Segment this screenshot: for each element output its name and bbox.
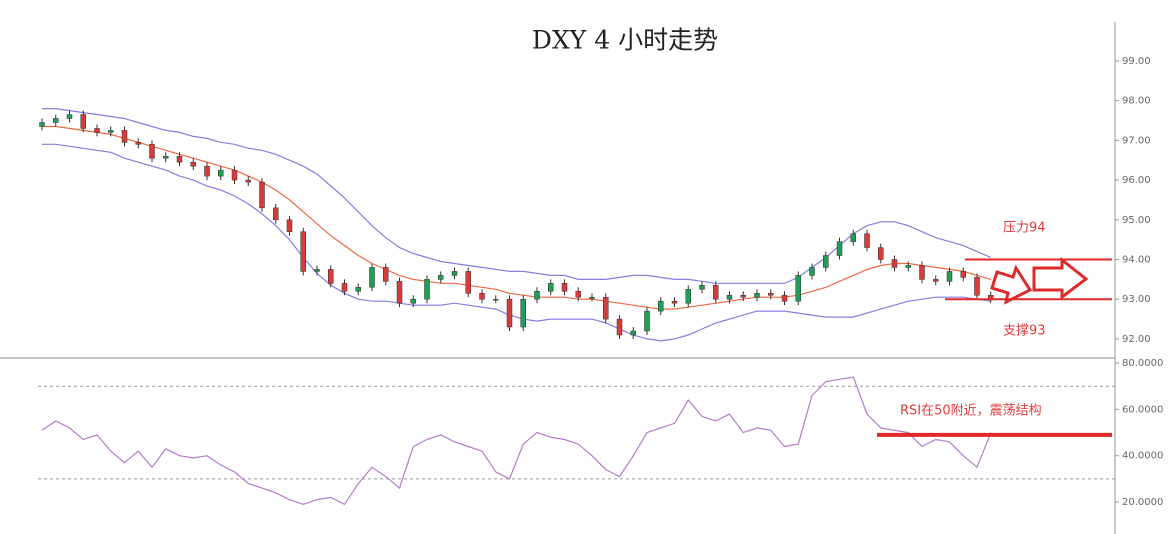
candle-body (974, 277, 980, 296)
candle-body (781, 294, 788, 302)
candle-body (438, 275, 444, 280)
y-tick-label: 60.0000 (1122, 404, 1163, 415)
candle-body (479, 293, 485, 300)
candle-body (589, 296, 595, 299)
candle-body (94, 128, 100, 133)
candle-body (108, 130, 114, 133)
candle-body (836, 241, 843, 256)
candle-body (493, 298, 499, 301)
candle-body (328, 269, 334, 284)
y-tick-label: 93.00 (1122, 294, 1151, 305)
candle-body (795, 275, 801, 302)
candle-body (396, 281, 403, 304)
candle-body (314, 269, 320, 272)
candle-body (163, 155, 169, 159)
y-tick-label: 97.00 (1122, 135, 1151, 146)
candle-body (218, 169, 224, 177)
y-tick-label: 80.0000 (1122, 358, 1163, 369)
arrow (1032, 256, 1089, 300)
candle-body (520, 298, 526, 328)
y-tick-label: 92.00 (1122, 334, 1151, 345)
candle-body (341, 283, 348, 292)
band-line (42, 143, 991, 342)
candle-body (66, 114, 73, 119)
candle-body (809, 267, 815, 276)
y-tick-label: 94.00 (1122, 255, 1151, 266)
candle-body (740, 294, 746, 298)
candle-body (286, 219, 293, 232)
candle-body (355, 287, 361, 292)
candle-body (630, 330, 636, 336)
candle-body (383, 267, 389, 282)
candle-body (671, 300, 678, 304)
candle-body (548, 283, 554, 292)
candle-body (891, 259, 898, 268)
candle-body (190, 161, 196, 167)
candle-body (726, 294, 733, 300)
candle-body (754, 293, 760, 298)
y-tick-label: 98.00 (1122, 96, 1151, 107)
candle-body (905, 265, 911, 268)
y-tick-label: 40.0000 (1122, 451, 1163, 462)
candle-body (424, 279, 430, 300)
candle-body (53, 118, 59, 123)
y-tick-label: 99.00 (1122, 56, 1151, 67)
candle-body (39, 122, 45, 127)
annotation: 支撑93 (1003, 324, 1046, 339)
candle-body (506, 298, 513, 328)
band-line (42, 108, 992, 284)
candle-body (644, 310, 650, 332)
candle-body (946, 271, 953, 282)
candle-body (451, 271, 458, 276)
candle-body (369, 267, 375, 288)
rsi-line (41, 376, 992, 506)
candle-body (823, 255, 829, 268)
candle-body (933, 279, 939, 282)
candle-body (561, 283, 568, 292)
annotation: RSI在50附近，震荡结构 (900, 404, 1042, 419)
y-tick-label: 95.00 (1122, 215, 1151, 226)
candle-body (850, 233, 856, 242)
candle-body (534, 291, 540, 300)
arrows (990, 256, 1089, 305)
candle-body (300, 231, 306, 272)
candle-body (149, 144, 155, 159)
candle-body (864, 233, 870, 248)
candle-body (135, 142, 141, 145)
candle-body (768, 293, 774, 296)
band-line (42, 125, 991, 310)
candle-body (176, 155, 183, 163)
candle-body (259, 181, 265, 209)
candle-body (121, 130, 128, 143)
candle-body (960, 271, 966, 278)
candle-body (273, 207, 279, 221)
candle-body (616, 318, 623, 336)
candle-body (80, 114, 86, 129)
candle-body (231, 169, 238, 181)
candle-body (575, 291, 581, 298)
annotation: 压力94 (1003, 221, 1046, 236)
candle-body (603, 296, 609, 320)
candle-body (878, 247, 884, 260)
chart-title: DXY 4 小时走势 (532, 26, 718, 55)
candle-body (699, 285, 705, 290)
candle-body (245, 179, 251, 183)
candle-body (658, 300, 664, 312)
y-tick-label: 96.00 (1122, 175, 1151, 186)
candle-body (713, 285, 719, 300)
y-tick-label: 20.0000 (1122, 497, 1163, 508)
candle-body (465, 271, 471, 294)
candle-body (685, 289, 691, 304)
candle-body (919, 265, 925, 280)
arrow (990, 264, 1033, 305)
candle-body (410, 298, 416, 304)
candle-body (204, 165, 210, 177)
